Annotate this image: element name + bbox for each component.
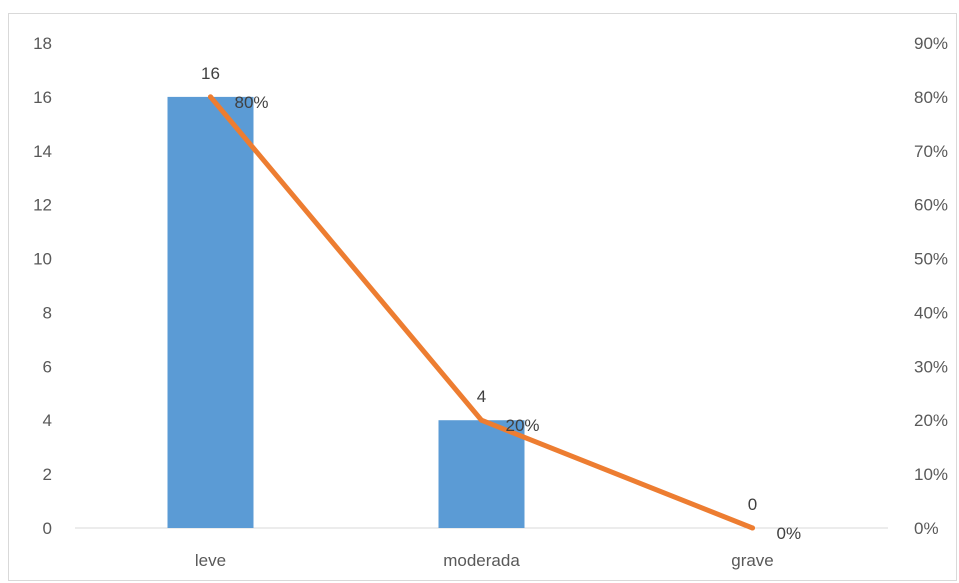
line-data-label: 20%: [506, 416, 540, 435]
y2-tick-label: 40%: [914, 303, 948, 322]
bar-data-label: 0: [748, 495, 757, 514]
y-tick-label: 6: [43, 357, 52, 376]
line-data-label: 80%: [235, 93, 269, 112]
y-tick-label: 16: [33, 88, 52, 107]
bar-data-label: 4: [477, 387, 486, 406]
y-tick-label: 8: [43, 303, 52, 322]
bar-series: [167, 96, 525, 528]
line-series: [208, 94, 755, 531]
x-tick-label: leve: [195, 551, 226, 570]
y2-tick-label: 60%: [914, 196, 948, 215]
y2-tick-label: 50%: [914, 250, 948, 269]
line-point: [479, 417, 484, 423]
y2-tick-label: 90%: [914, 34, 948, 53]
bar: [438, 420, 525, 528]
line-data-label: 0%: [777, 524, 802, 543]
y-tick-label: 10: [33, 250, 52, 269]
y-axis-left: 0 2 4 6 8 10 12 14 16 18: [33, 34, 52, 538]
x-tick-label: grave: [731, 551, 774, 570]
bar-data-label: 16: [201, 64, 220, 83]
y2-tick-label: 30%: [914, 357, 948, 376]
y-tick-label: 12: [33, 196, 52, 215]
y-axis-right: 0% 10% 20% 30% 40% 50% 60% 70% 80% 90%: [914, 34, 948, 538]
y2-tick-label: 20%: [914, 411, 948, 430]
y2-tick-label: 0%: [914, 519, 939, 538]
y2-tick-label: 10%: [914, 465, 948, 484]
y2-tick-label: 80%: [914, 88, 948, 107]
y-tick-label: 18: [33, 34, 52, 53]
bar: [167, 96, 254, 528]
y-tick-label: 4: [43, 411, 52, 430]
x-tick-label: moderada: [443, 551, 520, 570]
x-axis: leve moderada grave: [195, 551, 774, 570]
y-tick-label: 0: [43, 519, 52, 538]
line-point: [208, 94, 213, 100]
y-tick-label: 14: [33, 142, 52, 161]
y-tick-label: 2: [43, 465, 52, 484]
y2-tick-label: 70%: [914, 142, 948, 161]
line-data-labels: 80% 20% 0%: [235, 93, 802, 543]
line-point: [750, 525, 755, 531]
